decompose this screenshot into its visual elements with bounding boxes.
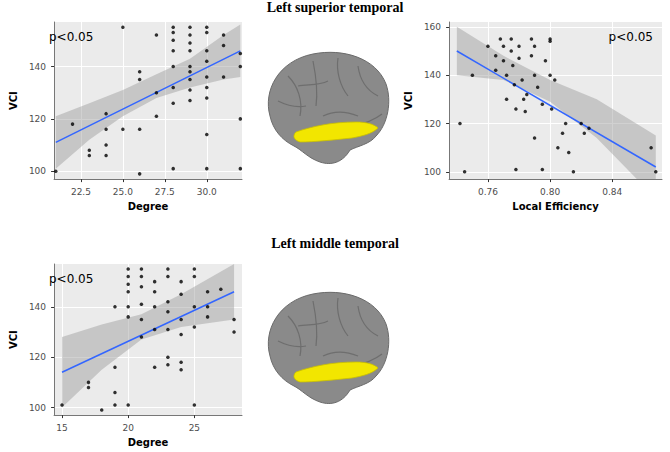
svg-text:Degree: Degree: [128, 437, 169, 448]
svg-text:140: 140: [29, 302, 46, 312]
svg-text:VCI: VCI: [8, 330, 19, 349]
svg-text:22.5: 22.5: [71, 187, 91, 197]
svg-text:0.84: 0.84: [602, 187, 622, 197]
svg-text:25.0: 25.0: [113, 187, 133, 197]
svg-text:25: 25: [189, 423, 200, 433]
svg-text:0.80: 0.80: [540, 187, 560, 197]
svg-text:140: 140: [29, 62, 46, 72]
svg-text:140: 140: [424, 70, 441, 80]
svg-text:p<0.05: p<0.05: [49, 272, 93, 286]
svg-text:100: 100: [29, 166, 46, 176]
svg-text:160: 160: [424, 22, 441, 32]
svg-text:Degree: Degree: [128, 201, 169, 212]
svg-text:15: 15: [56, 423, 67, 433]
svg-text:120: 120: [29, 114, 46, 124]
svg-text:100: 100: [424, 167, 441, 177]
svg-text:VCI: VCI: [8, 91, 19, 110]
svg-text:0.76: 0.76: [478, 187, 498, 197]
svg-text:20: 20: [122, 423, 134, 433]
svg-text:30.0: 30.0: [197, 187, 217, 197]
svg-text:VCI: VCI: [403, 91, 414, 110]
html-text:Left superior temporal: Left superior temporal: [266, 0, 404, 15]
svg-text:p<0.05: p<0.05: [49, 30, 93, 44]
svg-text:p<0.05: p<0.05: [609, 30, 653, 44]
svg-text:Local Efficiency: Local Efficiency: [512, 201, 599, 212]
svg-text:120: 120: [29, 352, 46, 362]
html-text:Left middle temporal: Left middle temporal: [271, 236, 399, 251]
svg-text:100: 100: [29, 403, 46, 413]
svg-text:27.5: 27.5: [155, 187, 175, 197]
svg-text:120: 120: [424, 119, 441, 129]
